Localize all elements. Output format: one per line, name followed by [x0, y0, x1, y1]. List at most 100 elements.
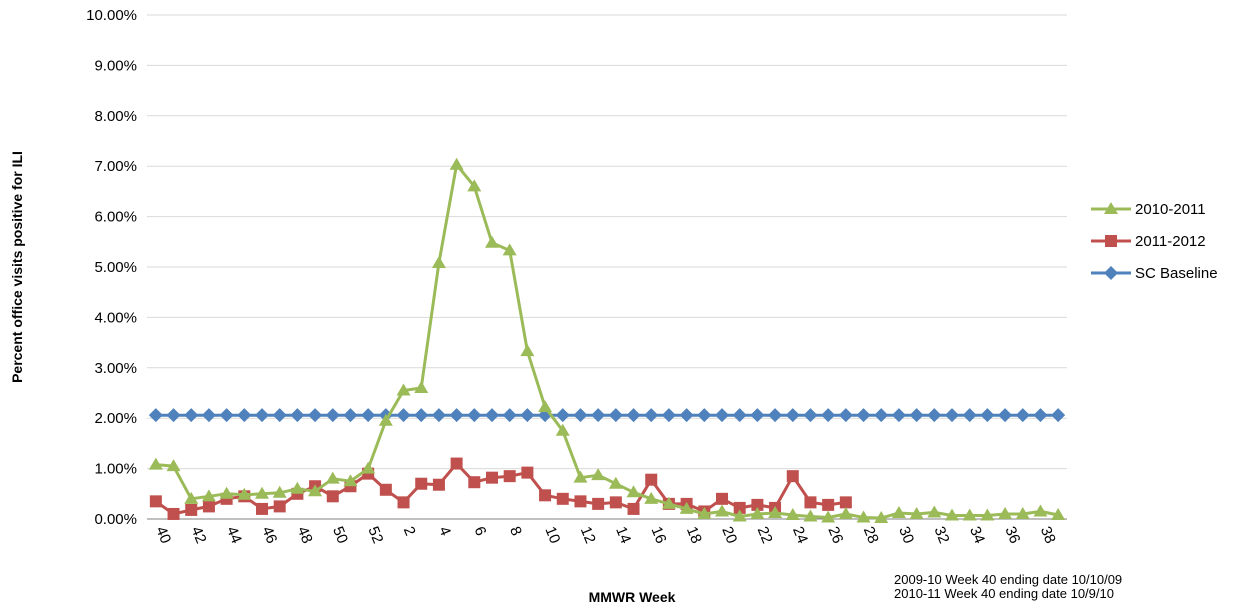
x-tick-label: 18 — [683, 524, 705, 546]
data-point-sc-baseline — [874, 408, 889, 423]
data-point-2010-2011 — [237, 487, 252, 500]
y-tick-label: 8.00% — [94, 108, 137, 125]
data-point-2010-2011 — [431, 255, 446, 268]
legend-item-2011-2012: 2011-2012 — [1091, 233, 1206, 250]
legend-label: SC Baseline — [1135, 265, 1218, 282]
data-point-2010-2011 — [396, 383, 411, 396]
x-tick-label: 40 — [152, 524, 174, 546]
data-point-sc-baseline — [343, 408, 358, 423]
data-point-2010-2011 — [803, 509, 818, 522]
data-point-2010-2011 — [1033, 504, 1048, 517]
data-point-sc-baseline — [148, 408, 163, 423]
data-point-2010-2011 — [591, 468, 606, 481]
x-tick-label: 24 — [789, 524, 811, 546]
data-point-sc-baseline — [945, 408, 959, 423]
data-point-sc-baseline — [184, 408, 199, 423]
data-point-2010-2011 — [325, 471, 340, 484]
data-point-sc-baseline — [891, 408, 906, 423]
data-point-2010-2011 — [838, 506, 853, 519]
data-point-2010-2011 — [874, 510, 889, 523]
data-point-2010-2011 — [768, 505, 783, 518]
data-point-2011-2012 — [432, 478, 445, 491]
data-point-2011-2012 — [503, 470, 516, 483]
footnote-week40-2009: 2009-10 Week 40 ending date 10/10/09 — [894, 572, 1123, 587]
x-tick-label: 32 — [931, 524, 953, 546]
data-point-2011-2012 — [609, 496, 622, 509]
series-2011-2012 — [149, 457, 852, 520]
data-point-sc-baseline — [838, 408, 853, 423]
data-point-sc-baseline — [715, 408, 729, 423]
data-point-sc-baseline — [449, 408, 464, 423]
y-tick-label: 9.00% — [94, 57, 137, 74]
x-tick-label: 10 — [541, 524, 563, 546]
x-tick-label: 28 — [860, 524, 882, 546]
x-tick-label: 48 — [294, 524, 316, 546]
series-sc-baseline — [148, 408, 1066, 423]
x-tick-label: 6 — [471, 524, 490, 538]
legend-label: 2010-2011 — [1135, 201, 1206, 218]
x-tick-label: 36 — [1001, 524, 1023, 546]
data-point-sc-baseline — [219, 408, 234, 423]
series-layer — [148, 157, 1066, 523]
data-point-2011-2012 — [149, 495, 162, 508]
data-point-2010-2011 — [750, 506, 765, 519]
data-point-sc-baseline — [661, 408, 676, 423]
y-tick-label: 1.00% — [94, 461, 137, 478]
legend-marker — [1104, 202, 1118, 214]
data-point-2010-2011 — [201, 489, 216, 502]
data-point-sc-baseline — [201, 408, 216, 423]
x-tick-label: 26 — [824, 524, 846, 546]
data-point-2011-2012 — [786, 470, 799, 483]
legend-item-2010-2011: 2010-2011 — [1091, 201, 1206, 218]
data-point-2010-2011 — [538, 400, 553, 413]
data-point-2010-2011 — [361, 461, 376, 474]
data-point-2011-2012 — [627, 502, 640, 515]
data-point-2010-2011 — [980, 508, 995, 521]
data-point-2010-2011 — [697, 506, 712, 519]
data-point-2010-2011 — [945, 508, 959, 521]
legend-item-sc-baseline: SC Baseline — [1091, 265, 1218, 282]
data-point-2010-2011 — [272, 485, 287, 498]
data-point-sc-baseline — [255, 408, 269, 423]
data-point-sc-baseline — [485, 408, 499, 423]
data-point-sc-baseline — [290, 408, 305, 423]
data-point-sc-baseline — [361, 408, 376, 423]
data-point-sc-baseline — [1015, 408, 1030, 423]
data-point-2010-2011 — [308, 484, 323, 497]
data-point-2011-2012 — [839, 496, 852, 509]
legend-marker — [1104, 266, 1118, 280]
data-point-sc-baseline — [803, 408, 818, 423]
x-tick-label: 8 — [506, 524, 525, 538]
data-point-2010-2011 — [1051, 507, 1066, 520]
data-point-2011-2012 — [716, 492, 728, 505]
y-tick-labels: 0.00% 1.00% 2.00% 3.00% 4.00% 5.00% 6.00% 7.00%… — [86, 7, 137, 528]
x-axis-title: MMWR Week — [589, 589, 676, 605]
data-point-2010-2011 — [485, 235, 499, 248]
data-point-sc-baseline — [573, 408, 588, 423]
data-point-sc-baseline — [785, 408, 800, 423]
data-point-2010-2011 — [732, 509, 747, 522]
data-point-sc-baseline — [237, 408, 252, 423]
data-point-2011-2012 — [397, 496, 410, 509]
data-point-sc-baseline — [679, 408, 694, 423]
data-point-2011-2012 — [804, 496, 817, 509]
data-point-2010-2011 — [255, 486, 269, 499]
data-point-2011-2012 — [167, 507, 180, 520]
data-point-sc-baseline — [962, 408, 977, 423]
x-tick-label: 50 — [329, 524, 351, 546]
data-point-2010-2011 — [378, 413, 393, 426]
data-point-sc-baseline — [520, 408, 535, 423]
x-tick-labels: 40 42 44 46 48 50 52 2 4 6 8 10 12 14 16 18 20 22 24 26 28 30… — [152, 524, 1059, 546]
data-point-sc-baseline — [732, 408, 747, 423]
x-tick-label: 22 — [754, 524, 776, 546]
y-tick-label: 3.00% — [94, 360, 137, 377]
series-line-2011-2012 — [154, 462, 847, 516]
data-point-2010-2011 — [343, 474, 358, 487]
data-point-2011-2012 — [822, 498, 835, 511]
footnote-week40-2010: 2010-11 Week 40 ending date 10/9/10 — [894, 586, 1114, 601]
data-point-2010-2011 — [856, 510, 871, 523]
data-point-2010-2011 — [785, 507, 800, 520]
data-point-sc-baseline — [325, 408, 340, 423]
data-point-2011-2012 — [486, 471, 498, 484]
y-axis-title: Percent office visits positive for ILI — [9, 151, 25, 383]
